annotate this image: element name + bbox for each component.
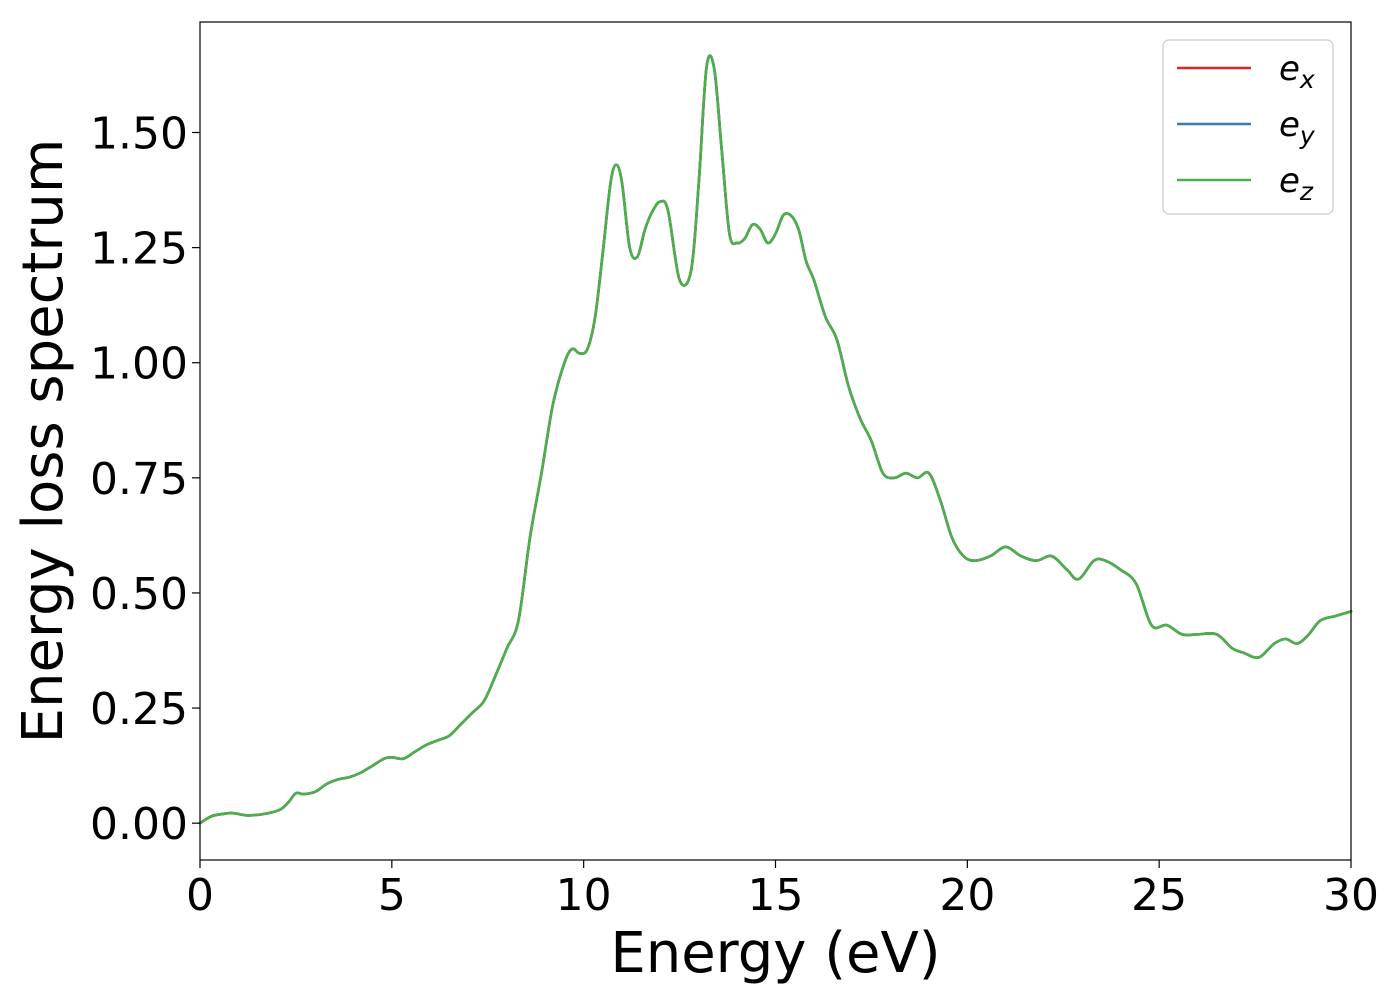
legend-label: ex <box>1279 49 1315 94</box>
y-tick-label: 0.75 <box>90 454 188 505</box>
x-axis: 0 5 10 15 20 25 30 <box>186 860 1379 921</box>
legend-box <box>1162 39 1334 215</box>
legend-label-subscript: x <box>1299 65 1315 94</box>
y-axis: 0.00 0.25 0.50 0.75 1.00 1.25 1.50 <box>90 109 200 850</box>
x-tick-label: 15 <box>748 870 804 921</box>
legend-label-subscript: y <box>1299 121 1316 150</box>
x-tick-label: 30 <box>1323 870 1379 921</box>
y-axis-title: Energy loss spectrum <box>11 139 76 744</box>
legend-label-base: e <box>1279 161 1300 201</box>
legend-label: ez <box>1279 161 1314 206</box>
series-layer <box>198 54 1353 825</box>
y-tick-label: 0.00 <box>90 799 188 850</box>
y-tick-label: 0.50 <box>90 569 188 620</box>
x-tick-label: 10 <box>556 870 612 921</box>
legend-label-base: e <box>1279 105 1300 145</box>
legend-label-base: e <box>1279 49 1300 89</box>
x-tick-label: 25 <box>1131 870 1187 921</box>
x-axis-title: Energy (eV) <box>610 921 940 986</box>
legend-label-subscript: z <box>1299 177 1314 206</box>
y-tick-label: 1.25 <box>90 224 188 275</box>
legend-label: ey <box>1279 105 1316 150</box>
plot-area <box>200 22 1351 860</box>
x-tick-label: 20 <box>939 870 995 921</box>
x-tick-label: 0 <box>186 870 214 921</box>
x-tick-label: 5 <box>378 870 406 921</box>
y-tick-label: 1.00 <box>90 339 188 390</box>
series-line-e-z <box>198 54 1353 825</box>
y-tick-label: 0.25 <box>90 684 188 735</box>
y-tick-label: 1.50 <box>90 109 188 160</box>
